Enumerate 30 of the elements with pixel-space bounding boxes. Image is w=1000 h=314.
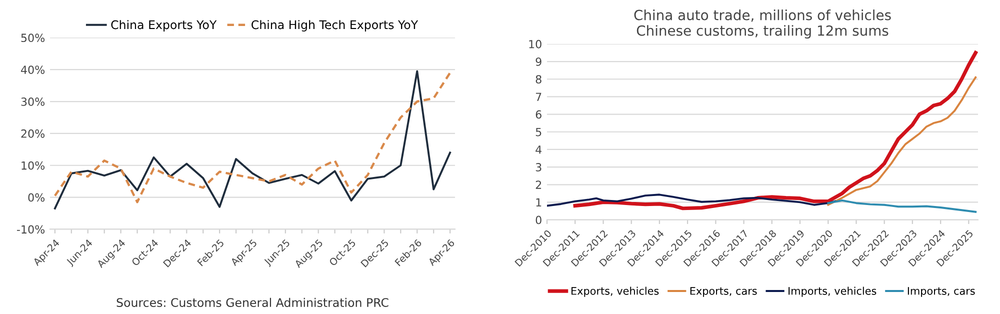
y-tick-label: 10% [22, 161, 45, 170]
legend-label: China Exports YoY [111, 20, 217, 32]
y-tick-label: 6 [536, 110, 542, 119]
y-tick-label: -10% [16, 225, 45, 234]
y-tick-label: 9 [536, 58, 542, 66]
line-series [573, 50, 978, 210]
legend-label: China High Tech Exports YoY [252, 20, 418, 32]
y-tick-label: 1 [536, 198, 542, 206]
y-tick-label: 5 [536, 128, 542, 136]
y-tick-label: 7 [536, 92, 542, 101]
y-tick-label: 0% [28, 193, 45, 202]
y-tick-label: 50% [21, 34, 45, 42]
y-tick-label: 4 [536, 146, 542, 154]
line-series [827, 199, 977, 213]
legend-label: Exports, vehicles [572, 286, 659, 297]
y-tick-label: 0 [536, 216, 542, 224]
y-tick-label: 10 [529, 40, 542, 48]
legend-label: Imports, vehicles [788, 286, 876, 297]
y-tick-label: 20% [21, 129, 45, 138]
y-tick-label: 3 [536, 163, 542, 172]
y-tick-label: 8 [536, 75, 542, 84]
legend-label: Imports, cars [908, 287, 975, 297]
source-note: Sources: Customs General Administration PRC [116, 298, 388, 308]
legend-label: Exports, cars [690, 287, 757, 297]
line-series [547, 194, 836, 207]
y-tick-label: 40% [20, 66, 45, 74]
y-tick-label: 2 [536, 180, 542, 189]
line-series [827, 76, 977, 206]
y-tick-label: 30% [21, 98, 45, 106]
chart-title: China auto trade, millions of vehicles Chinese customs, trailing 12m sums [634, 10, 891, 39]
